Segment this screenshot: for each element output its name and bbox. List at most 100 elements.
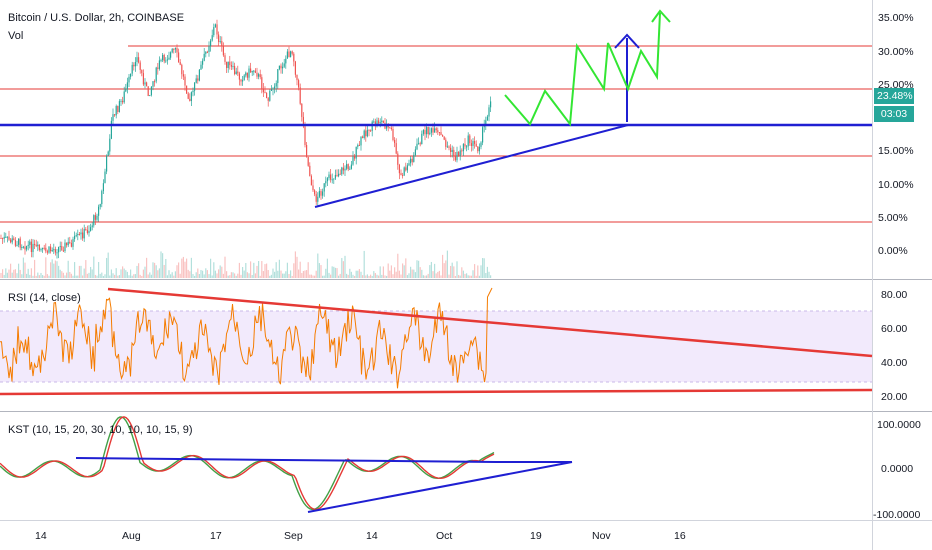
volume-bar <box>142 269 144 278</box>
candle <box>163 54 165 62</box>
volume-bar <box>445 260 447 278</box>
candle <box>246 72 248 78</box>
candle <box>427 127 429 135</box>
volume-bar <box>38 275 40 278</box>
volume-bar <box>102 275 104 278</box>
candle <box>440 132 442 135</box>
candle <box>458 151 460 156</box>
candle <box>350 164 352 169</box>
candle <box>360 136 362 146</box>
volume-bar <box>110 269 112 278</box>
volume-bar <box>205 268 207 278</box>
candle <box>480 142 482 147</box>
candle <box>286 51 288 59</box>
volume-bar <box>26 273 28 278</box>
candle <box>226 61 228 69</box>
volume-bar <box>253 262 255 278</box>
candle <box>115 106 117 116</box>
volume-bar <box>334 267 336 278</box>
kst-upper-trendline[interactable] <box>75 457 497 463</box>
candle <box>0 238 2 239</box>
candle <box>40 249 42 251</box>
candle <box>482 127 484 143</box>
volume-bar <box>451 262 453 278</box>
kst-label[interactable]: KST (10, 15, 20, 30, 10, 10, 10, 15, 9) <box>8 424 193 436</box>
volume-bar <box>59 269 61 278</box>
volume-bar <box>333 266 335 278</box>
volume-bar <box>154 262 156 278</box>
resistance-lines[interactable] <box>0 45 872 223</box>
rsi-tick: 80.00 <box>881 289 907 301</box>
volume-bar <box>267 270 269 278</box>
projection-path[interactable] <box>504 12 661 127</box>
volume-bar <box>184 261 186 278</box>
candle <box>301 103 303 117</box>
rsi-support-trendline[interactable] <box>0 388 873 396</box>
volume-bar <box>75 275 77 278</box>
volume-bar <box>379 266 381 278</box>
volume-bar <box>198 274 200 278</box>
volume-bar <box>206 270 208 278</box>
candle <box>48 246 50 253</box>
volume-bar <box>426 275 428 278</box>
candle <box>429 132 431 135</box>
price-tick: 35.00% <box>878 12 914 24</box>
volume-bar <box>430 261 432 278</box>
volume-bar <box>27 268 29 278</box>
volume-bar <box>398 270 400 278</box>
kst-tick: 100.0000 <box>877 419 921 431</box>
volume-bar <box>101 272 103 278</box>
candle <box>195 78 197 83</box>
candle <box>410 158 412 164</box>
rsi-label[interactable]: RSI (14, close) <box>8 292 81 304</box>
volume-bar <box>395 271 397 278</box>
price-axis[interactable]: 35.00% 30.00% 25.00% 20.00% 15.00% 10.00… <box>878 12 914 257</box>
volume-bar <box>438 270 440 278</box>
volume-bar <box>373 271 375 278</box>
kst-lower-trendline[interactable] <box>307 461 573 513</box>
candle <box>187 93 189 99</box>
candle <box>437 130 439 133</box>
candle <box>400 173 402 175</box>
target-arrow-head[interactable] <box>614 33 640 49</box>
volume-bar <box>109 275 111 278</box>
rsi-tick: 60.00 <box>881 323 907 335</box>
volume-bar <box>93 256 95 278</box>
rsi-axis[interactable]: 80.00 60.00 40.00 20.00 <box>881 289 907 403</box>
candle <box>490 101 492 108</box>
candle <box>130 73 132 77</box>
candle <box>291 51 293 54</box>
candle <box>142 73 144 85</box>
candle <box>29 241 31 245</box>
volume-bar <box>157 270 159 278</box>
rsi-descending-trendline[interactable] <box>107 287 873 358</box>
volume-bar <box>453 266 455 278</box>
volume-bar <box>162 253 164 278</box>
candle <box>323 183 325 192</box>
projection-arrow-head[interactable] <box>651 9 671 23</box>
candle <box>290 51 292 58</box>
time-axis[interactable]: 14 Aug 17 Sep 14 Oct 19 Nov 16 <box>35 530 686 542</box>
candle <box>203 53 205 61</box>
candle <box>435 128 437 131</box>
price-candles[interactable] <box>0 19 492 259</box>
candle <box>250 68 252 73</box>
candle <box>352 156 354 165</box>
candle <box>283 63 285 67</box>
symbol-title[interactable]: Bitcoin / U.S. Dollar, 2h, COINBASE <box>8 12 185 24</box>
candle <box>14 239 16 246</box>
candle <box>443 136 445 140</box>
rsi-line-group <box>0 287 493 389</box>
candle <box>438 132 440 134</box>
volume-bar <box>138 263 140 278</box>
candle <box>150 86 152 96</box>
candle <box>222 46 224 56</box>
ascending-trendline[interactable] <box>314 124 629 208</box>
candle <box>242 80 244 82</box>
candle <box>430 128 432 133</box>
volume-label[interactable]: Vol <box>8 30 24 42</box>
volume-bar <box>166 275 168 278</box>
kst-axis[interactable]: 100.0000 0.0000 -100.0000 <box>873 419 921 521</box>
candle <box>118 101 120 112</box>
